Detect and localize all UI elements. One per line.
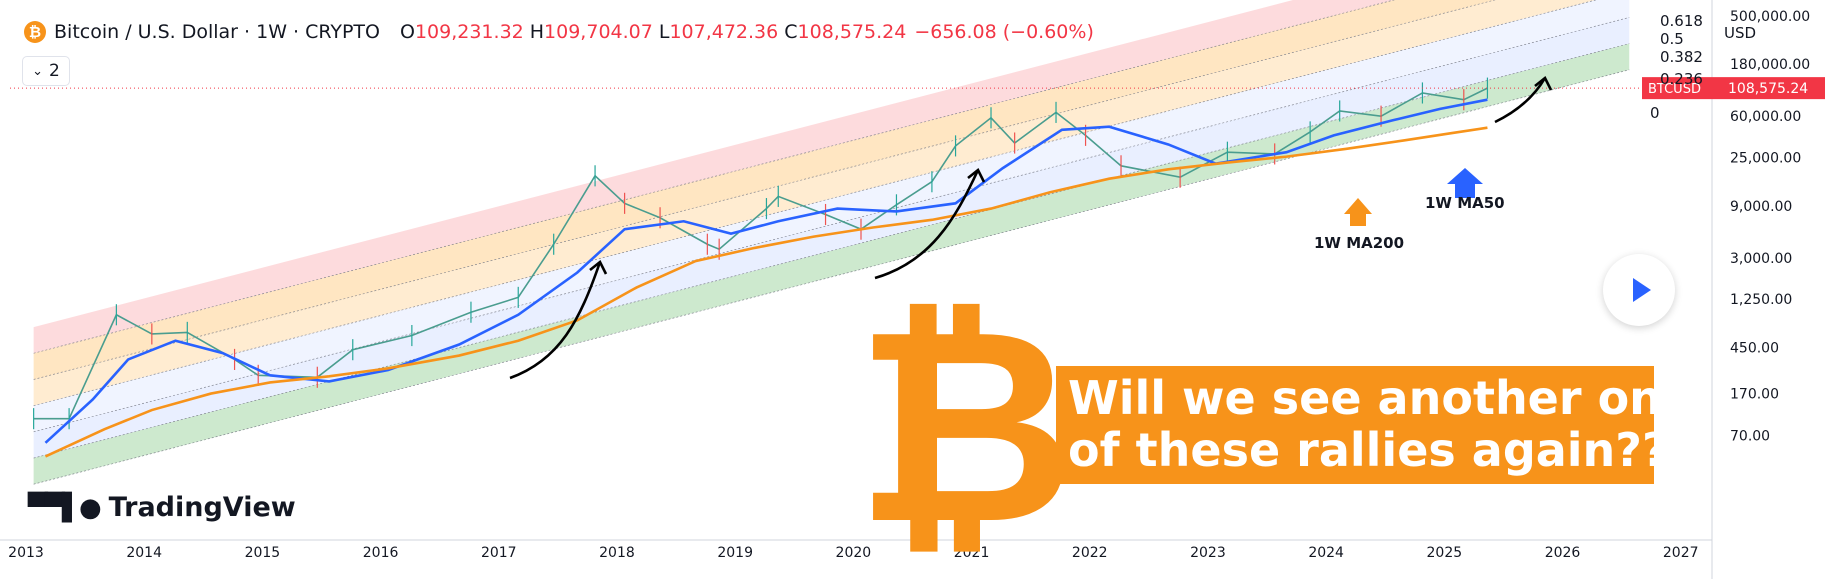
rally-arrow-head (1534, 75, 1553, 91)
x-tick-label: 2025 (1427, 545, 1463, 561)
channel-band-2 (33, 0, 1630, 432)
x-tick-label: 2021 (954, 545, 990, 561)
y-tick-label: 60,000.00 (1730, 109, 1801, 125)
fib-label-0.5: 0.5 (1660, 30, 1684, 48)
up-arrow-icon (1344, 198, 1372, 226)
low-value: 107,472.36 (669, 21, 779, 43)
channel-line-1 (33, 43, 1630, 459)
price-tag-value: 108,575.24 (1728, 81, 1808, 97)
high-value: 109,704.07 (544, 21, 653, 43)
y-tick-label: 450.00 (1730, 341, 1779, 357)
x-tick-label: 2019 (717, 545, 753, 561)
y-tick-label: 9,000.00 (1730, 199, 1792, 215)
ma50-line (44, 98, 1488, 444)
rally-arrow-head (589, 259, 608, 275)
x-tick-label: 2024 (1308, 545, 1344, 561)
open-value: 109,231.32 (414, 21, 524, 43)
ma200-line (44, 126, 1488, 458)
channel-line-4 (33, 0, 1496, 380)
bitcoin-logo-icon: ₿ (855, 269, 1075, 579)
x-tick-label: 2013 (8, 545, 44, 561)
fib-label-0.618: 0.618 (1660, 12, 1703, 30)
y-tick-label: 1,250.00 (1730, 292, 1792, 308)
x-tick-label: 2026 (1545, 545, 1581, 561)
open-key: O (399, 21, 415, 43)
logo-text: TradingView (108, 492, 296, 523)
x-tick-label: 2027 (1663, 545, 1699, 561)
y-tick-label: 170.00 (1730, 387, 1779, 403)
indicator-count: 2 (49, 61, 60, 81)
ma50-annotation: 1W MA50 (1425, 194, 1505, 212)
channel-band-1 (33, 17, 1630, 459)
tradingview-logo-icon: ▀▀▌● (28, 492, 102, 523)
channel-line-3 (33, 0, 1597, 406)
channel-line-0 (33, 69, 1630, 485)
rally-arrow-head (967, 167, 986, 183)
price-tag (1642, 77, 1825, 100)
channel-line-2 (33, 17, 1630, 433)
indicators-toggle-button[interactable]: ⌄ 2 (22, 56, 70, 86)
x-tick-label: 2023 (1190, 545, 1226, 561)
callout-line-2: of these rallies again?? (1068, 423, 1669, 477)
fib-label-0.236: 0.236 (1660, 70, 1703, 88)
close-value: 108,575.24 (797, 21, 907, 43)
callout-line-1: Will we see another one (1068, 371, 1694, 425)
y-tick-label: 25,000.00 (1730, 151, 1801, 167)
close-key: C (784, 21, 798, 43)
bitcoin-icon: ₿ (24, 21, 46, 43)
symbol-name[interactable]: Bitcoin / U.S. Dollar · 1W · CRYPTO (54, 21, 380, 43)
price-tag-symbol: BTCUSD (1648, 82, 1701, 97)
x-tick-label: 2022 (1072, 545, 1108, 561)
channel-band-0 (33, 43, 1630, 485)
currency-label: USD (1724, 24, 1756, 42)
high-key: H (529, 21, 545, 43)
x-tick-label: 2020 (836, 545, 872, 561)
rally-arrow (874, 169, 980, 280)
chevron-down-icon: ⌄ (32, 63, 44, 79)
tradingview-logo[interactable]: ▀▀▌● TradingView (28, 492, 296, 523)
x-tick-label: 2017 (481, 545, 517, 561)
y-tick-label: 3,000.00 (1730, 251, 1792, 267)
y-tick-label: 180,000.00 (1730, 57, 1810, 73)
fib-label-0.382: 0.382 (1660, 48, 1703, 66)
rally-arrow (1494, 77, 1547, 124)
y-tick-label: 500,000.00 (1730, 9, 1810, 25)
channel-line-5 (33, 0, 1395, 354)
x-tick-label: 2015 (245, 545, 281, 561)
callout-box: Will we see another one of these rallies… (1056, 366, 1694, 484)
channel-band-3 (33, 0, 1596, 406)
rally-arrow (509, 261, 602, 380)
x-tick-label: 2014 (126, 545, 162, 561)
x-tick-label: 2016 (363, 545, 399, 561)
ma200-annotation: 1W MA200 (1314, 234, 1404, 252)
low-key: L (658, 21, 670, 43)
x-tick-label: 2018 (599, 545, 635, 561)
play-button[interactable] (1603, 254, 1675, 326)
y-tick-label: 70.00 (1730, 429, 1770, 445)
up-arrow-icon (1447, 168, 1483, 198)
change-value: −656.08 (−0.60%) (914, 21, 1094, 43)
play-icon (1633, 278, 1651, 302)
fib-label-0: 0 (1650, 104, 1660, 122)
